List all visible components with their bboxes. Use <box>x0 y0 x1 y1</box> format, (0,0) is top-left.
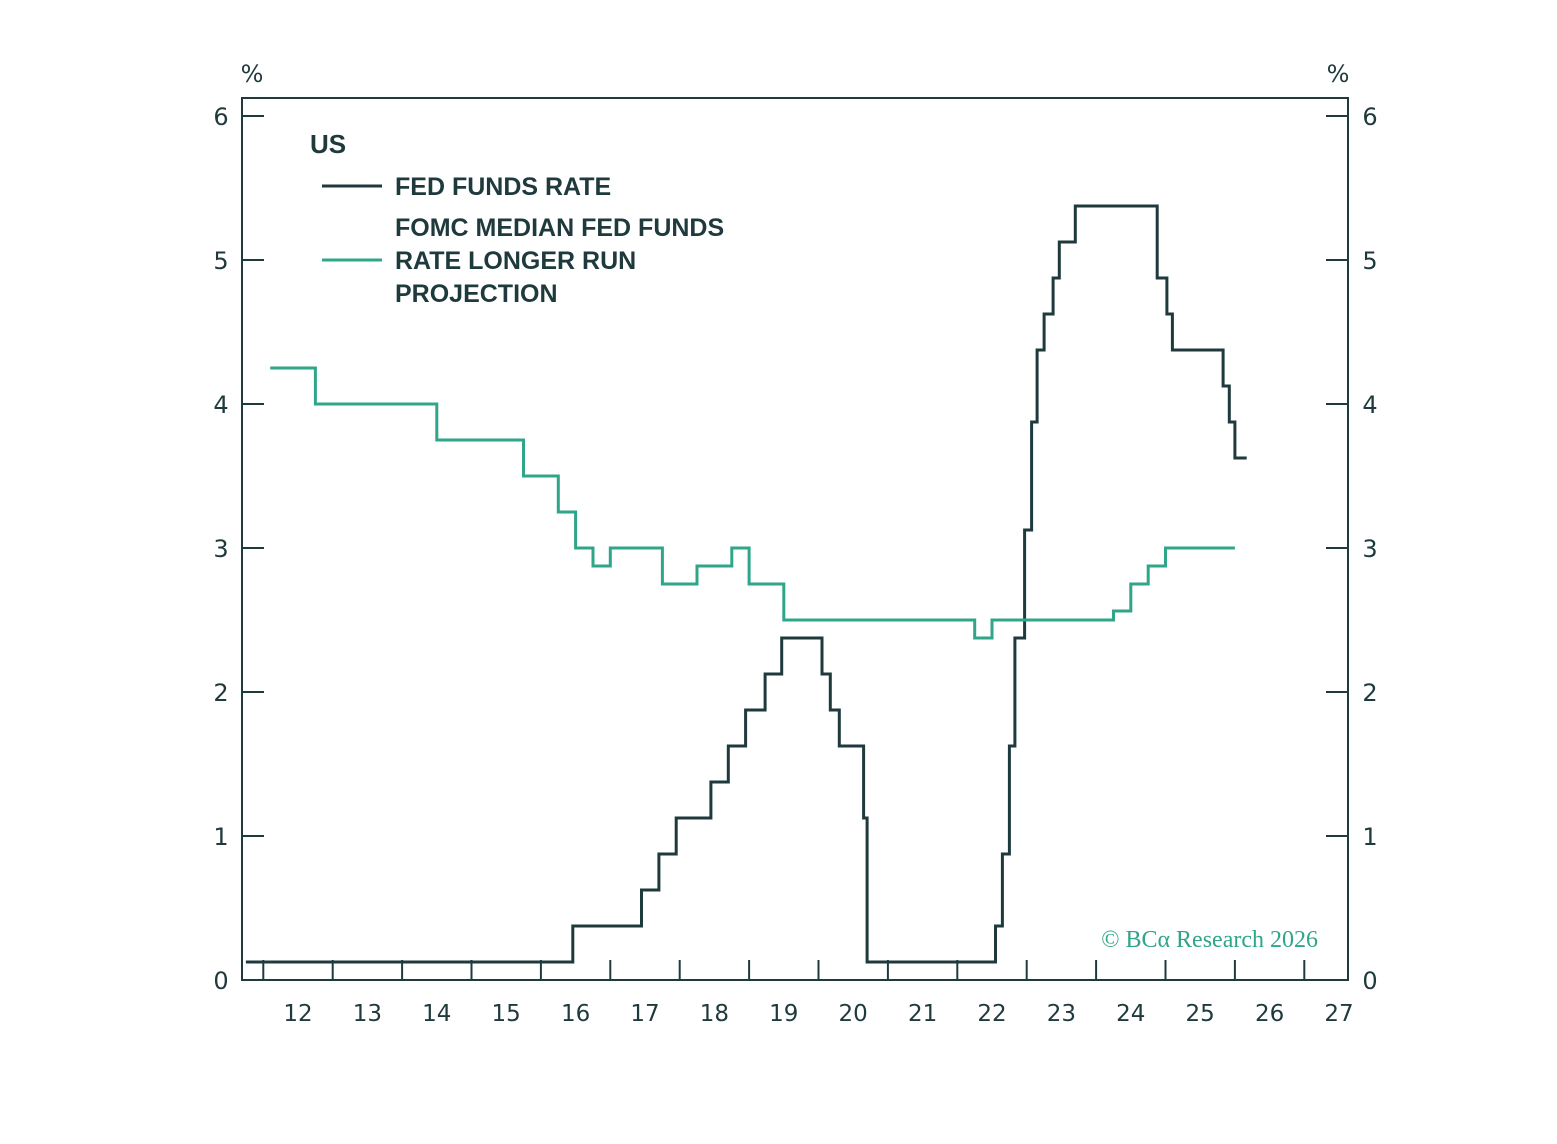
x-tick-label: 24 <box>1116 1001 1145 1027</box>
y-axis-left: 0 1 2 3 4 5 6 <box>213 103 264 995</box>
region-label: US <box>310 129 346 159</box>
left-unit-label: % <box>241 60 264 88</box>
legend-label-fed-funds: FED FUNDS RATE <box>395 173 611 201</box>
series-line-fomc-longer-run <box>270 366 1235 640</box>
y-right-tick-label: 0 <box>1362 967 1377 995</box>
x-tick-label: 20 <box>839 1001 868 1027</box>
x-tick-label: 22 <box>977 1001 1006 1027</box>
x-tick-label: 19 <box>769 1001 798 1027</box>
x-tick-label: 18 <box>700 1001 729 1027</box>
x-tick-label: 27 <box>1324 1001 1353 1027</box>
y-left-tick-label: 6 <box>213 103 228 131</box>
y-left-tick-label: 5 <box>213 247 228 275</box>
x-tick-label: 25 <box>1186 1001 1215 1027</box>
x-tick-label: 17 <box>630 1001 659 1027</box>
legend-label-fomc-line: RATE LONGER RUN <box>395 247 636 275</box>
x-axis: 12 13 14 15 16 17 18 19 20 21 22 23 24 25 26 27 <box>262 960 1354 1027</box>
y-left-tick-label: 2 <box>213 679 228 707</box>
legend-label-fomc-line: FOMC MEDIAN FED FUNDS <box>395 214 724 242</box>
y-right-tick-label: 6 <box>1362 103 1377 131</box>
x-tick-label: 14 <box>422 1001 451 1027</box>
x-tick-label: 12 <box>283 1001 312 1027</box>
y-right-tick-label: 5 <box>1362 247 1377 275</box>
copyright-text: © BCα Research 2026 <box>1101 927 1318 953</box>
y-right-tick-label: 1 <box>1362 823 1377 851</box>
x-tick-label: 15 <box>492 1001 521 1027</box>
series-layer <box>245 204 1247 964</box>
x-tick-label: 23 <box>1047 1001 1076 1027</box>
right-unit-label: % <box>1327 60 1350 88</box>
series-line-fed-funds-rate <box>245 204 1247 964</box>
plot-frame <box>241 97 1349 981</box>
y-left-tick-label: 4 <box>213 391 228 419</box>
legend: US FED FUNDS RATE FOMC MEDIAN FED FUNDS R… <box>310 129 724 308</box>
x-tick-label: 16 <box>561 1001 590 1027</box>
x-tick-label: 26 <box>1255 1001 1284 1027</box>
y-right-tick-label: 3 <box>1362 535 1377 563</box>
x-tick-label: 13 <box>353 1001 382 1027</box>
y-right-tick-label: 4 <box>1362 391 1377 419</box>
y-left-tick-label: 3 <box>213 535 228 563</box>
y-left-tick-label: 0 <box>213 967 228 995</box>
y-axis-right: 0 1 2 3 4 5 6 <box>1326 103 1378 995</box>
legend-label-fomc: FOMC MEDIAN FED FUNDS RATE LONGER RUN PROJ… <box>395 214 724 308</box>
x-tick-label: 21 <box>908 1001 937 1027</box>
y-left-tick-label: 1 <box>213 823 228 851</box>
y-right-tick-label: 2 <box>1362 679 1377 707</box>
legend-label-fomc-line: PROJECTION <box>395 280 558 308</box>
